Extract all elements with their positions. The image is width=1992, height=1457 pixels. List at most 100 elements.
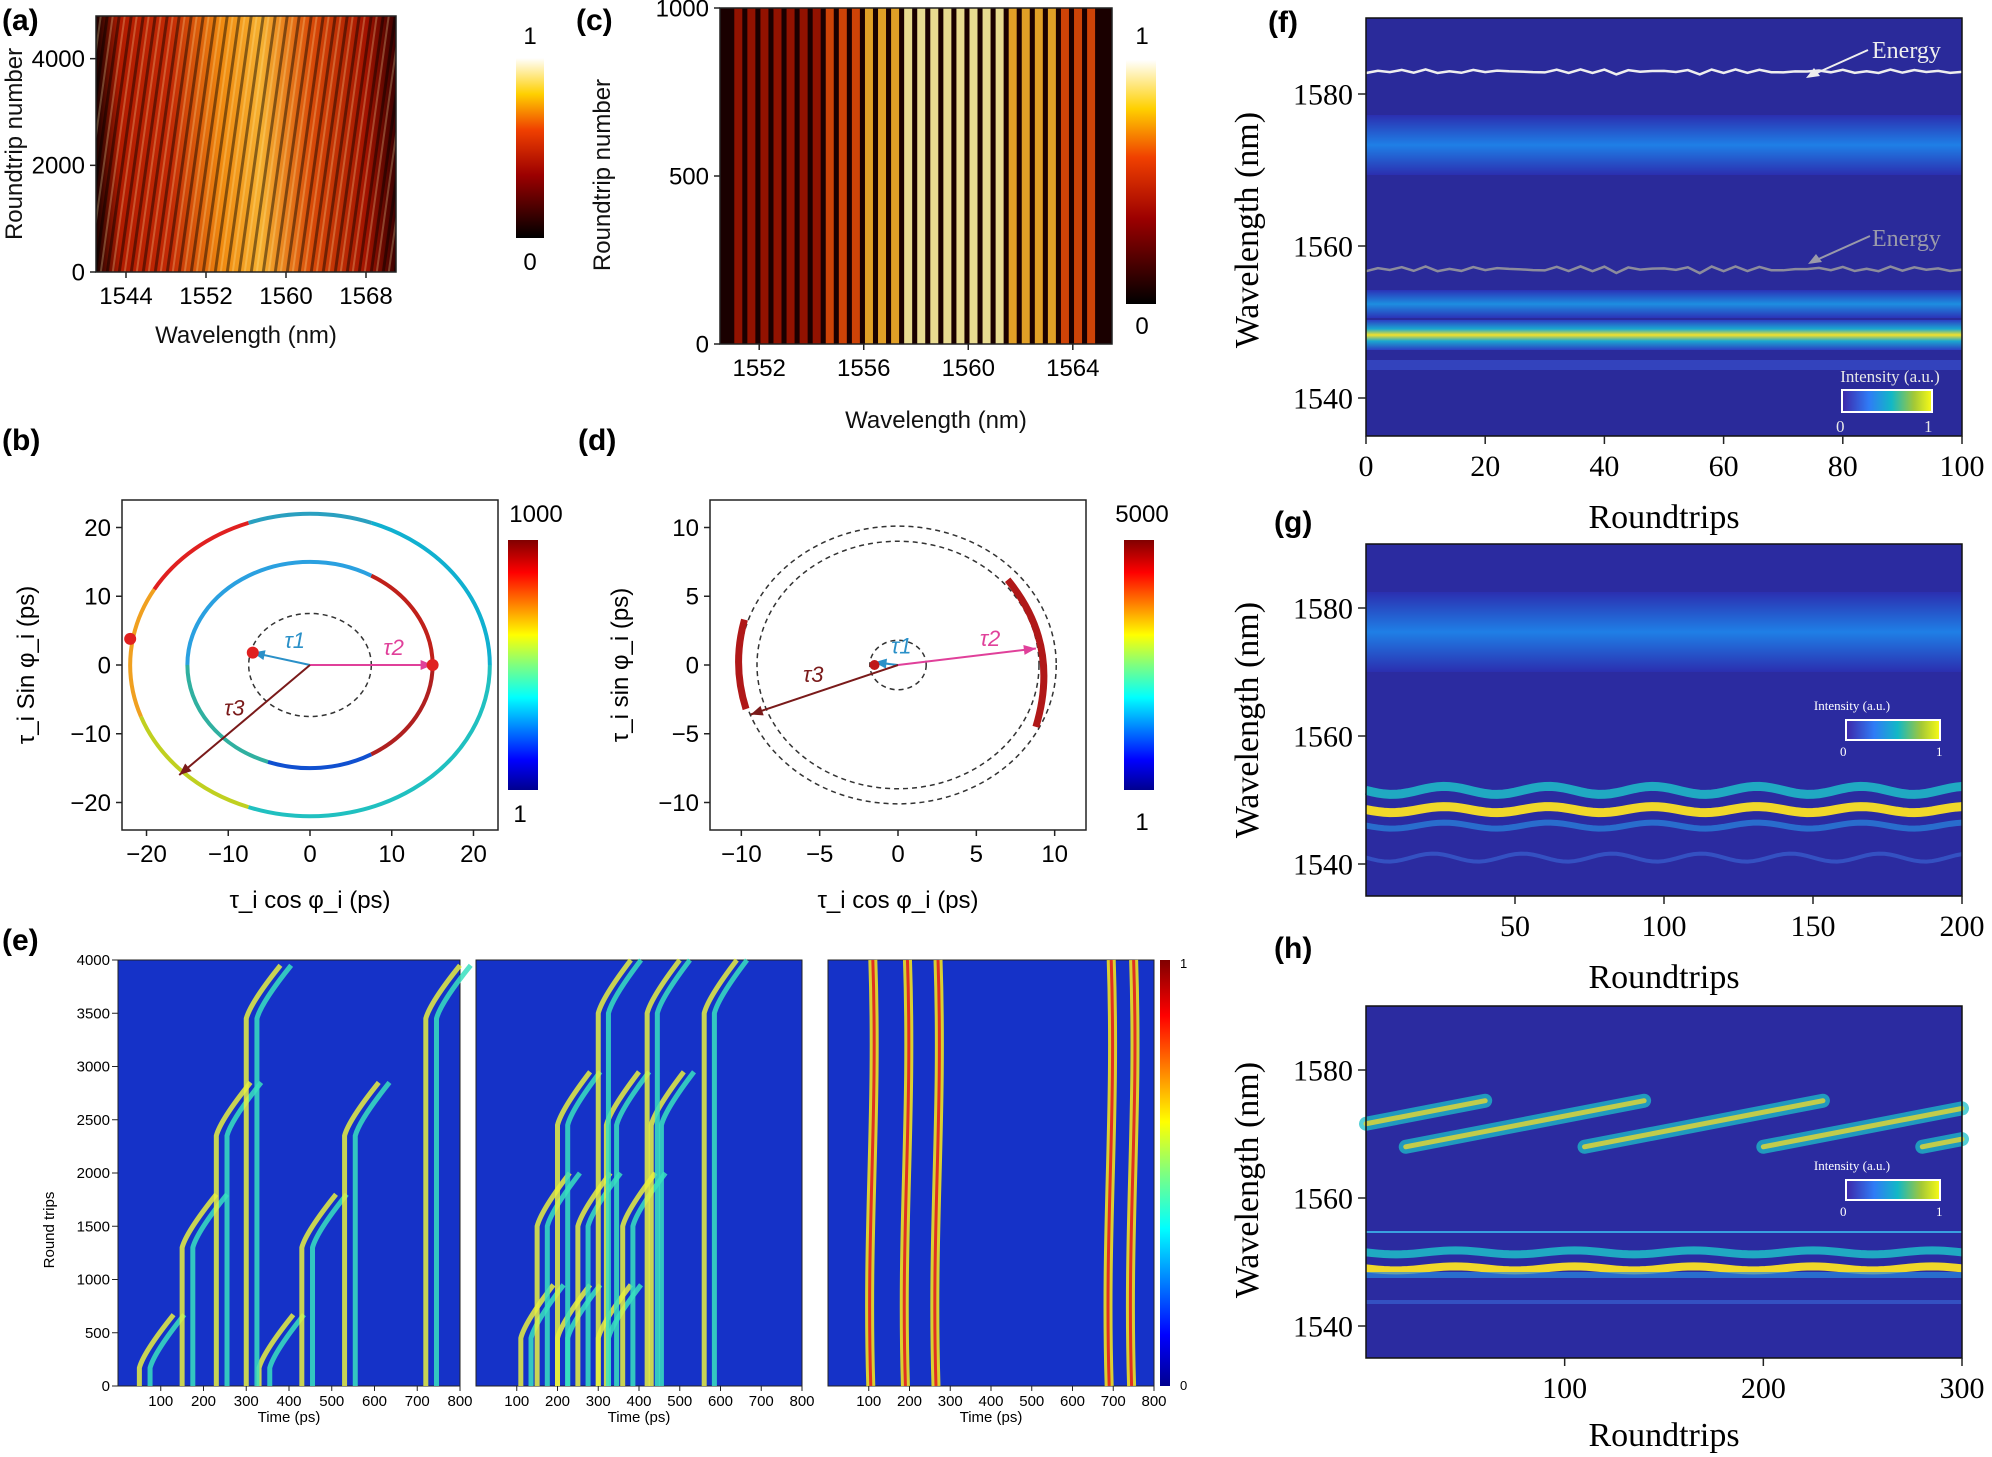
xtick-label: 600 — [1060, 1393, 1085, 1410]
band-f-1548 — [1366, 320, 1962, 350]
vector-τ3 — [750, 664, 899, 716]
xtick-label: 1544 — [99, 283, 152, 310]
diagonal-streak-core — [1760, 1105, 1965, 1150]
colorbar-c — [1126, 60, 1156, 304]
fringe — [995, 8, 1004, 344]
xtick-label: 1564 — [1046, 355, 1099, 382]
xtick-label: 400 — [276, 1393, 301, 1410]
ytick-label: 1560 — [1293, 1183, 1353, 1216]
xlabel-g: Roundtrips — [1588, 959, 1739, 996]
ylabel-c: Roundtrip number — [589, 79, 616, 271]
xtick-label: 200 — [1741, 1372, 1786, 1405]
colorbar-d — [1124, 540, 1154, 790]
xlabel-d: τ_i cos φ_i (ps) — [817, 887, 978, 914]
colorbar-a — [516, 58, 544, 238]
colorbar-d-max: 5000 — [1115, 501, 1168, 528]
trajectory-arc — [185, 664, 269, 764]
fringe — [773, 8, 782, 344]
vector-label: τ2 — [980, 626, 1000, 651]
colorbar-f-label: Intensity (a.u.) — [1840, 367, 1940, 386]
ytick-label: 10 — [672, 515, 699, 542]
pulse-trace — [147, 1313, 187, 1386]
colorbar-c-min: 0 — [1135, 313, 1148, 340]
xlabel-e: Time (ps) — [960, 1409, 1023, 1426]
pulse-trace — [658, 1070, 696, 1386]
fringe — [956, 8, 965, 344]
diagonal-streak-core — [1919, 1136, 1965, 1150]
pulse-trace — [267, 1313, 306, 1386]
fringe — [1034, 8, 1043, 344]
ytick-label: 1580 — [1293, 79, 1353, 112]
colorbar-e-min: 0 — [1180, 1378, 1187, 1393]
xtick-label: 300 — [1940, 1372, 1985, 1405]
xtick-label: 0 — [303, 841, 316, 868]
panel-b: (b) τ1 τ2 τ3 −20 −10 0 10 20 −20 −10 0 10 20 τ_i co… — [2, 424, 563, 914]
ytick-label: −10 — [70, 721, 111, 748]
colorbar-f — [1841, 389, 1933, 413]
xtick-label: 1552 — [179, 283, 232, 310]
ytick-label: 2000 — [32, 153, 85, 180]
xtick-label: 300 — [586, 1393, 611, 1410]
pulse-core — [1106, 959, 1115, 1387]
xlabel-a: Wavelength (nm) — [155, 322, 337, 349]
fringe — [930, 8, 939, 344]
cluster-left — [735, 618, 750, 711]
xtick-label: 20 — [460, 841, 487, 868]
diagonal-streak-core — [1582, 1098, 1826, 1150]
colorbar-g-max: 1 — [1936, 744, 1943, 759]
trajectory-arc — [370, 520, 492, 666]
ytick-label: 1560 — [1293, 721, 1353, 754]
trajectory-arc — [247, 664, 492, 819]
xtick-label: 500 — [667, 1393, 692, 1410]
xtick-label: 800 — [1141, 1393, 1166, 1410]
panel-label-e: (e) — [2, 924, 39, 957]
xtick-label: 400 — [626, 1393, 651, 1410]
xlabel-b: τ_i cos φ_i (ps) — [229, 887, 390, 914]
ytick-label: 0 — [98, 652, 111, 679]
fringe — [825, 8, 834, 344]
xtick-label: 100 — [1940, 450, 1985, 483]
pulse-trace — [534, 1171, 572, 1386]
band-f-1552 — [1366, 290, 1962, 318]
fringe — [747, 8, 756, 344]
fringe — [1074, 8, 1083, 344]
xlabel-h: Roundtrips — [1588, 1417, 1739, 1454]
panel-label-b: (b) — [2, 424, 40, 457]
energy-annotation-1: Energy — [1872, 38, 1941, 64]
panel-g: (g) Intensity (a.u.) 0 1 50 100 150 200 1540… — [1229, 506, 1985, 996]
colorbar-e — [1160, 960, 1170, 1386]
xtick-label: 300 — [234, 1393, 259, 1410]
pulse-trace — [565, 1070, 603, 1386]
pulse-trace — [614, 1070, 652, 1386]
xtick-label: 200 — [191, 1393, 216, 1410]
cluster-right — [1004, 577, 1048, 728]
xtick-label: 200 — [897, 1393, 922, 1410]
xtick-label: 1560 — [259, 283, 312, 310]
colorbar-g-min: 0 — [1840, 744, 1847, 759]
colorbar-f-min: 0 — [1836, 417, 1845, 436]
xtick-label: 200 — [1940, 910, 1985, 943]
colorbar-b-min: 1 — [513, 801, 526, 828]
xtick-label: 1556 — [837, 355, 890, 382]
ytick-label: 4000 — [32, 46, 85, 73]
xtick-label: 600 — [708, 1393, 733, 1410]
vector-arrowhead — [874, 658, 887, 669]
fringes-c — [734, 8, 1096, 344]
xlabel-e: Time (ps) — [258, 1409, 321, 1426]
vector-label: τ3 — [803, 662, 824, 687]
band-g-1551 — [1364, 781, 1963, 799]
cluster-center — [869, 660, 880, 670]
fringe — [917, 8, 926, 344]
panel-label-d: (d) — [578, 424, 616, 457]
xtick-label: 100 — [1642, 910, 1687, 943]
xlabel-e: Time (ps) — [608, 1409, 671, 1426]
ytick-label: 1580 — [1293, 593, 1353, 626]
pulse-trace — [254, 963, 294, 1386]
colorbar-e-max: 1 — [1180, 956, 1187, 971]
xtick-label: 200 — [545, 1393, 570, 1410]
trajectory-arc — [267, 752, 373, 771]
xlabel-c: Wavelength (nm) — [845, 407, 1027, 434]
fringe — [864, 8, 873, 344]
heatmap-c — [720, 8, 1112, 344]
